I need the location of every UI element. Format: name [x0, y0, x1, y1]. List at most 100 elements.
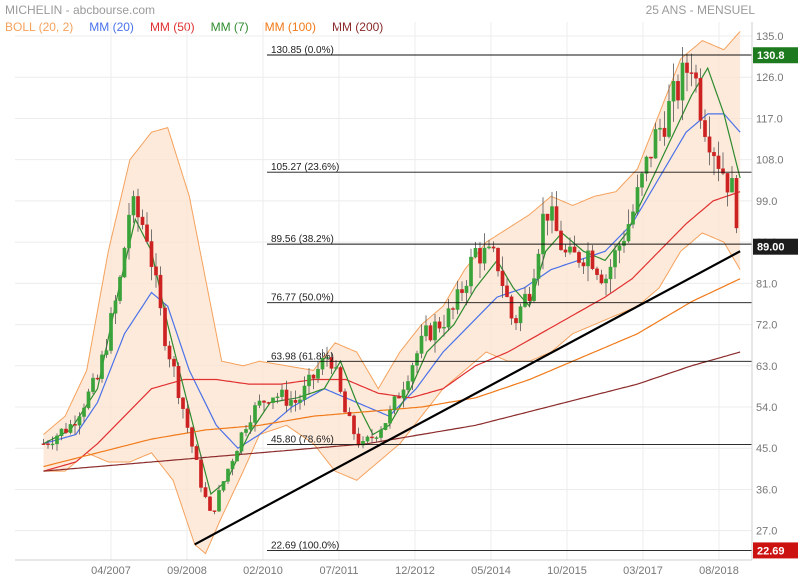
candle-body [91, 377, 95, 392]
x-tick-label: 10/2015 [547, 565, 587, 577]
trendline [194, 250, 741, 546]
x-tick-label: 08/2018 [699, 565, 739, 577]
candle-body [104, 350, 109, 356]
y-tick-label: 135.0 [756, 31, 784, 43]
candle-body [158, 274, 163, 309]
candle-body [563, 249, 568, 253]
candle-body [46, 443, 50, 445]
candle-body [613, 250, 617, 268]
candle-body [59, 428, 64, 437]
candle-body [568, 246, 572, 253]
price-tag [753, 47, 798, 64]
price-tag-label: 22.69 [757, 545, 785, 557]
candle-body [145, 224, 149, 242]
candle-body [554, 206, 559, 232]
fib-label: 105.27 (23.6%) [271, 162, 339, 173]
candle-body [199, 459, 203, 488]
candle-body [239, 432, 244, 452]
chart-header: MICHELIN - abcbourse.com 25 ANS - MENSUE… [5, 3, 755, 17]
fib-label: 130.85 (0.0%) [271, 45, 334, 56]
candle-body [140, 216, 145, 225]
candle-body [518, 306, 523, 324]
candle-body [424, 325, 428, 337]
candle-body [698, 77, 703, 121]
candle-body [226, 468, 230, 482]
candle-body [595, 268, 599, 275]
bollinger-band-fill [43, 31, 741, 554]
legend-item: MM (50) [150, 20, 195, 34]
candle-body [194, 446, 199, 460]
candle-body [298, 399, 302, 403]
fibonacci-levels: 130.85 (0.0%) 105.27 (23.6%) 89.56 (38.2%)… [267, 45, 752, 551]
fib-label: 76.77 (50.0%) [271, 293, 334, 304]
candle-body [109, 313, 113, 351]
candle-body [41, 443, 46, 445]
y-tick-label: 54.0 [756, 402, 777, 414]
candle-body [406, 381, 410, 390]
y-tick-label: 45.0 [756, 443, 777, 455]
candle-body [50, 443, 55, 446]
candle-body [320, 357, 325, 370]
candle-body [496, 247, 500, 272]
candle-body [401, 389, 406, 399]
candle-body [275, 396, 280, 399]
candle-body [725, 173, 730, 193]
candle-body [572, 246, 577, 253]
candle-body [55, 435, 59, 445]
candle-body [716, 155, 721, 169]
candle-body [190, 427, 194, 447]
candle-body [77, 416, 82, 426]
candle-body [662, 127, 667, 137]
candle-body [410, 365, 415, 382]
legend-item: BOLL (20, 2) [5, 20, 73, 34]
candle-body [635, 187, 640, 212]
candle-body [370, 436, 374, 439]
candle-body [559, 230, 563, 251]
candle-body [334, 367, 338, 369]
candle-body [383, 423, 388, 430]
candle-body [95, 377, 100, 380]
plot-area: 130.85 (0.0%) 105.27 (23.6%) 89.56 (38.2%)… [15, 22, 798, 577]
x-tick-label: 05/2014 [471, 565, 511, 577]
candle-body [253, 405, 257, 423]
candle-body [392, 396, 397, 411]
candle-body [649, 156, 653, 159]
candle-body [154, 266, 158, 276]
candle-body [167, 345, 172, 360]
candle-body [730, 178, 734, 193]
candle-body [185, 408, 190, 428]
y-tick-label: 63.0 [756, 361, 777, 373]
price-tag-label: 130.8 [757, 50, 785, 62]
candle-body [293, 400, 298, 403]
candle-body [433, 321, 437, 341]
fib-label: 22.69 (100.0%) [271, 540, 339, 551]
fib-label: 45.80 (78.6%) [271, 435, 334, 446]
candle-body [361, 441, 365, 446]
candle-body [172, 358, 176, 367]
candle-body [338, 367, 343, 392]
legend-item: MM (100) [265, 20, 316, 34]
candle-body [676, 81, 680, 101]
candle-body [428, 325, 433, 341]
candle-body [487, 246, 491, 249]
price-tag [753, 542, 798, 559]
y-tick-label: 99.0 [756, 196, 777, 208]
candle-body [622, 240, 626, 246]
candle-body [694, 72, 698, 79]
candle-body [257, 400, 262, 406]
candle-body [248, 422, 253, 430]
legend-item: MM (7) [211, 20, 249, 34]
candle-body [266, 402, 271, 404]
candle-body [415, 353, 419, 366]
candle-body [136, 196, 140, 218]
chart-period: 25 ANS - MENSUEL [646, 3, 756, 17]
candle-body [631, 211, 635, 225]
bollinger-upper [43, 31, 741, 435]
moving-average-line [43, 278, 741, 468]
candle-body [689, 72, 694, 74]
y-tick-label: 72.0 [756, 320, 777, 332]
candle-body [721, 168, 725, 174]
candle-body [311, 374, 316, 379]
candle-body [640, 173, 644, 188]
candle-body [203, 487, 208, 498]
